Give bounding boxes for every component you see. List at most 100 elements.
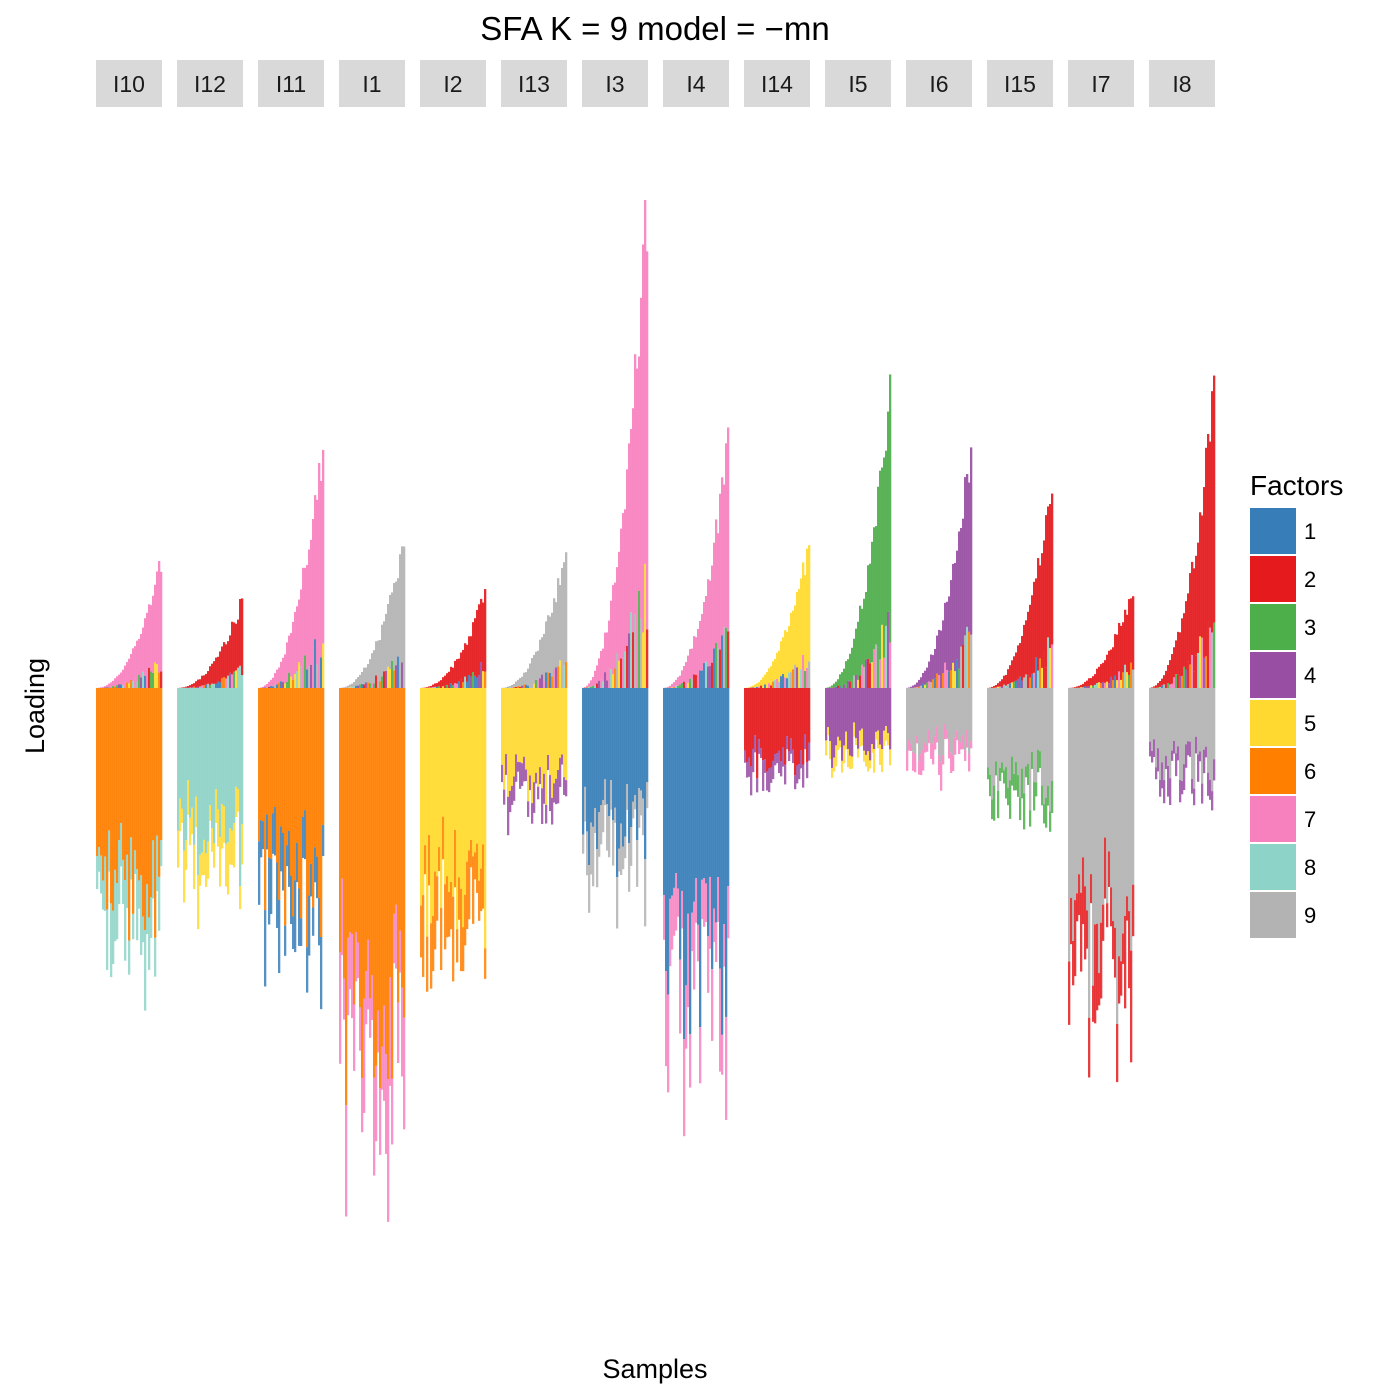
- legend-item-7: 7: [1250, 796, 1316, 842]
- bar-segment: [472, 688, 475, 857]
- bar-segment: [889, 642, 892, 688]
- bar-segment: [292, 621, 295, 680]
- bar-segment: [217, 688, 220, 810]
- bar-segment: [420, 905, 423, 958]
- bar-segment: [430, 685, 433, 688]
- bar-segment: [837, 685, 840, 688]
- bar-segment: [638, 356, 641, 591]
- bar-segment: [764, 684, 767, 688]
- bar-segment: [136, 688, 139, 869]
- bar-segment: [705, 596, 708, 662]
- bar-segment: [1161, 685, 1164, 688]
- bar-segment: [1207, 433, 1210, 623]
- bar-segment: [944, 662, 947, 688]
- bar-segment: [501, 688, 504, 765]
- bar-segment: [241, 675, 244, 688]
- bar-segment: [399, 930, 402, 973]
- bar-segment: [284, 683, 287, 688]
- bar-segment: [725, 688, 728, 1017]
- bar-segment: [705, 661, 708, 688]
- bar-segment: [835, 688, 838, 746]
- bar-segment: [379, 681, 382, 688]
- bar-segment: [278, 667, 281, 683]
- bar-segment: [1003, 684, 1006, 688]
- bar-segment: [808, 688, 811, 743]
- bar-segment: [142, 688, 145, 917]
- facet-strip-I11: I11: [258, 60, 324, 107]
- bar-segment: [403, 1017, 406, 1130]
- bar-segment: [359, 688, 362, 1008]
- bar-segment: [1025, 688, 1028, 767]
- bar-segment: [713, 688, 716, 909]
- bar-segment: [1118, 671, 1121, 688]
- bar-segment: [379, 1088, 382, 1155]
- bar-segment: [482, 602, 485, 672]
- bar-segment: [322, 449, 325, 644]
- bar-segment: [1037, 688, 1040, 750]
- bar-segment: [310, 664, 313, 688]
- bar-segment: [879, 744, 882, 765]
- bar-segment: [505, 687, 508, 688]
- bar-segment: [1211, 791, 1214, 811]
- bar-segment: [790, 688, 793, 739]
- bar-segment: [677, 677, 680, 686]
- bar-segment: [867, 658, 870, 688]
- facet-strip-label: I11: [276, 71, 306, 97]
- bar-segment: [1169, 688, 1172, 779]
- bar-segment: [1159, 681, 1162, 688]
- bar-segment: [770, 688, 773, 768]
- bar-segment: [989, 774, 992, 797]
- bar-segment: [142, 671, 145, 688]
- bar-segment: [1211, 688, 1214, 792]
- bar-segment: [185, 840, 188, 870]
- bar-segment: [122, 859, 125, 904]
- bar-segment: [1120, 679, 1123, 688]
- bar-segment: [841, 683, 844, 688]
- bar-segment: [353, 688, 356, 1005]
- bar-segment: [788, 688, 791, 751]
- bar-segment: [541, 674, 544, 688]
- bar-segment: [685, 683, 688, 688]
- bar-segment: [833, 757, 836, 772]
- bar-segment: [312, 647, 315, 688]
- bar-segment: [343, 978, 346, 1020]
- bar-segment: [644, 200, 647, 564]
- bar-segment: [883, 688, 886, 731]
- bar-segment: [436, 686, 439, 688]
- bar-segment: [1017, 645, 1020, 679]
- bar-segment: [114, 688, 117, 870]
- bar-segment: [294, 611, 297, 674]
- bar-segment: [539, 678, 542, 688]
- bar-segment: [970, 634, 973, 688]
- legend-label: 9: [1304, 903, 1316, 928]
- bar-segment: [829, 688, 832, 742]
- bar-segment: [604, 688, 607, 780]
- bar-segment: [1197, 542, 1200, 653]
- bar-segment: [849, 653, 852, 682]
- bar-segment: [549, 688, 552, 776]
- bar-segment: [788, 626, 791, 673]
- bar-segment: [683, 681, 686, 688]
- bar-segment: [241, 598, 244, 676]
- facet-strip-label: I14: [761, 71, 793, 97]
- bar-segment: [695, 688, 698, 879]
- bar-segment: [124, 688, 127, 880]
- bar-segment: [1017, 775, 1020, 797]
- bar-segment: [723, 688, 726, 924]
- bar-segment: [509, 790, 512, 813]
- bar-segment: [794, 605, 797, 665]
- bar-segment: [1025, 620, 1028, 675]
- bar-segment: [877, 730, 880, 749]
- bar-segment: [940, 688, 943, 763]
- bar-segment: [452, 688, 455, 897]
- bar-segment: [288, 688, 291, 831]
- bar-segment: [280, 661, 283, 682]
- bar-segment: [100, 855, 103, 894]
- bar-segment: [721, 688, 724, 1035]
- bar-segment: [1021, 680, 1024, 688]
- bar-segment: [1039, 688, 1042, 752]
- bar-segment: [1203, 657, 1206, 688]
- bar-segment: [478, 604, 481, 675]
- bar-segment: [847, 688, 850, 750]
- bar-segment: [302, 567, 305, 661]
